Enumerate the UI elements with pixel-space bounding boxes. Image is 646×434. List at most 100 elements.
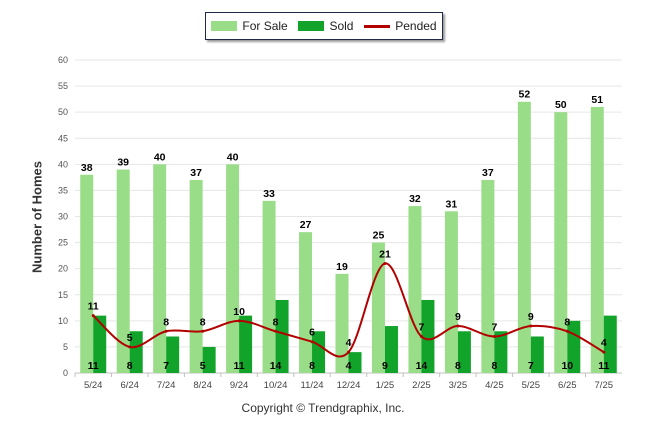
point-pended: [565, 329, 569, 333]
legend-swatch-sold: [298, 21, 325, 31]
x-tick-label: 5/25: [522, 380, 541, 391]
point-pended: [529, 324, 533, 328]
bar-for-sale: [554, 112, 568, 374]
data-label-sold: 14: [270, 360, 282, 372]
y-tick-label: 40: [58, 159, 68, 169]
data-label-for-sale: 25: [373, 230, 385, 242]
point-pended: [91, 314, 95, 318]
y-tick-label: 55: [58, 81, 68, 91]
point-pended: [602, 350, 606, 354]
data-label-pended: 7: [491, 321, 497, 333]
legend-swatch-for-sale: [211, 21, 238, 31]
data-label-sold: 5: [200, 360, 206, 372]
x-tick-label: 3/25: [449, 380, 468, 391]
data-label-sold: 8: [127, 360, 133, 372]
bar-for-sale: [590, 106, 604, 373]
point-pended: [201, 329, 205, 333]
y-tick-label: 20: [58, 264, 68, 274]
bar-sold: [312, 331, 326, 373]
bar-sold: [603, 315, 617, 373]
bar-for-sale: [299, 232, 313, 373]
point-pended: [347, 350, 350, 354]
data-label-for-sale: 52: [518, 89, 530, 101]
legend-item-for-sale[interactable]: For Sale: [211, 19, 288, 33]
bar-sold: [348, 352, 362, 373]
data-label-pended: 4: [346, 337, 352, 349]
legend-item-pended[interactable]: Pended: [364, 19, 437, 33]
bar-sold: [567, 320, 581, 373]
x-tick-label: 6/25: [558, 380, 577, 391]
data-label-pended: 21: [379, 248, 391, 260]
data-label-for-sale: 31: [446, 198, 458, 210]
data-label-for-sale: 37: [482, 167, 494, 179]
data-label-pended: 10: [233, 306, 245, 318]
x-tick-label: 7/25: [595, 380, 614, 391]
data-label-for-sale: 40: [154, 151, 166, 163]
data-label-sold: 8: [455, 360, 461, 372]
bar-for-sale: [226, 164, 240, 373]
data-label-pended: 7: [419, 321, 425, 333]
legend-label-for-sale: For Sale: [242, 19, 288, 33]
bar-for-sale: [80, 174, 94, 373]
x-tick-label: 8/24: [193, 380, 212, 391]
data-label-sold: 10: [561, 360, 573, 372]
y-axis-label: Number of Homes: [29, 161, 45, 273]
point-pended: [128, 345, 132, 349]
bar-for-sale: [371, 242, 385, 373]
point-pended: [237, 319, 241, 323]
point-pended: [164, 329, 168, 333]
bar-for-sale: [481, 179, 495, 373]
data-label-sold: 7: [163, 360, 169, 372]
bar-sold: [494, 331, 508, 373]
bar-sold: [202, 346, 216, 373]
bar-sold: [275, 299, 289, 373]
data-label-sold: 7: [528, 360, 534, 372]
bar-sold: [384, 326, 398, 373]
data-label-pended: 9: [528, 311, 534, 323]
data-label-pended: 8: [200, 316, 206, 328]
y-tick-label: 45: [58, 133, 68, 143]
bar-for-sale: [444, 211, 458, 373]
x-tick-label: 9/24: [230, 380, 249, 391]
data-label-for-sale: 38: [81, 162, 93, 174]
data-label-for-sale: 19: [336, 261, 348, 273]
y-tick-label: 25: [58, 238, 68, 248]
y-tick-label: 50: [58, 107, 68, 117]
y-tick-label: 60: [58, 55, 68, 65]
legend-item-sold[interactable]: Sold: [298, 19, 353, 33]
data-label-sold: 11: [88, 360, 99, 372]
legend: For Sale Sold Pended: [205, 12, 443, 40]
data-label-for-sale: 40: [227, 151, 239, 163]
data-label-for-sale: 32: [409, 193, 421, 205]
bar-for-sale: [335, 273, 349, 373]
point-pended: [492, 334, 496, 338]
legend-label-sold: Sold: [329, 19, 354, 33]
data-label-sold: 4: [346, 360, 352, 372]
bar-sold: [239, 315, 253, 373]
data-label-sold: 14: [416, 360, 428, 372]
data-label-sold: 11: [598, 360, 609, 372]
point-pended: [310, 340, 314, 344]
x-tick-label: 7/24: [157, 380, 176, 391]
data-label-pended: 9: [455, 311, 461, 323]
y-tick-label: 15: [58, 290, 68, 300]
x-tick-label: 10/24: [264, 380, 288, 391]
data-label-sold: 9: [382, 360, 388, 372]
data-label-for-sale: 37: [190, 167, 202, 179]
bar-sold: [166, 336, 180, 373]
y-tick-label: 30: [58, 212, 68, 222]
bar-sold: [129, 331, 143, 373]
bar-sold: [457, 331, 471, 373]
y-tick-label: 0: [63, 368, 68, 378]
point-pended: [274, 329, 278, 333]
data-label-for-sale: 39: [117, 157, 129, 169]
bar-for-sale: [153, 164, 167, 373]
bar-for-sale: [189, 179, 203, 373]
bar-sold: [93, 315, 107, 373]
data-label-for-sale: 51: [591, 94, 603, 106]
data-label-for-sale: 50: [555, 99, 567, 111]
bar-for-sale: [408, 206, 422, 373]
x-tick-label: 2/25: [412, 380, 431, 391]
y-tick-label: 10: [58, 316, 68, 326]
